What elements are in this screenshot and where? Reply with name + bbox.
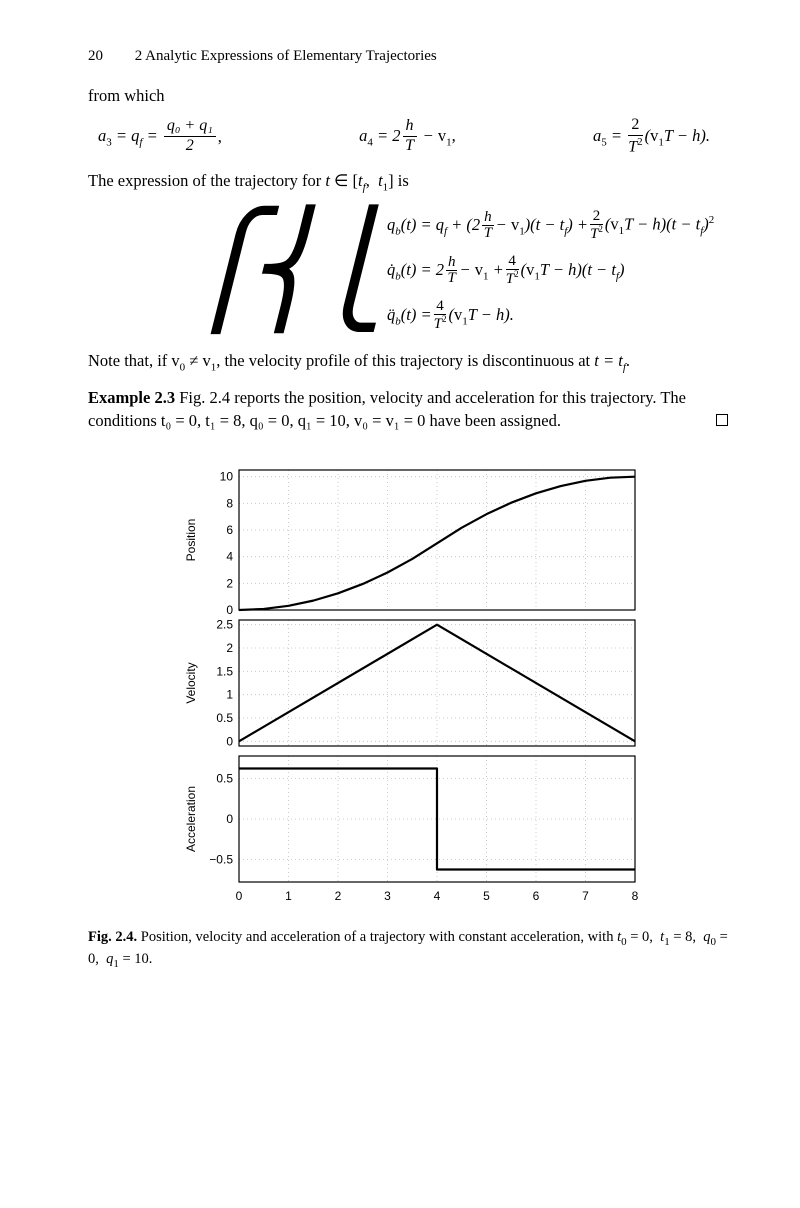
svg-text:−0.5: −0.5: [209, 852, 233, 866]
svg-text:6: 6: [533, 889, 540, 903]
equation-cases: ⎧ ⎨ ⎩ qb(t) = qf + (2 hT − v1)(t − tf) +…: [182, 203, 728, 338]
page-header: 20 2 Analytic Expressions of Elementary …: [88, 48, 728, 65]
svg-text:5: 5: [483, 889, 490, 903]
svg-text:10: 10: [220, 470, 234, 484]
svg-text:1: 1: [226, 688, 233, 702]
svg-text:6: 6: [226, 523, 233, 537]
text-from-which: from which: [88, 85, 728, 107]
svg-text:2.5: 2.5: [216, 618, 233, 632]
svg-text:2: 2: [335, 889, 342, 903]
svg-text:1.5: 1.5: [216, 664, 233, 678]
figure-2-4: 0246810Position00.511.522.5Velocity−0.50…: [175, 464, 641, 918]
svg-text:2: 2: [226, 641, 233, 655]
svg-text:1: 1: [285, 889, 292, 903]
svg-text:0: 0: [226, 734, 233, 748]
figure-caption: Fig. 2.4. Position, velocity and acceler…: [88, 928, 728, 971]
svg-text:3: 3: [384, 889, 391, 903]
svg-text:Position: Position: [184, 519, 198, 562]
svg-text:0.5: 0.5: [216, 772, 233, 786]
svg-text:Velocity: Velocity: [184, 662, 198, 703]
svg-text:2: 2: [226, 576, 233, 590]
example-paragraph: Example 2.3 Fig. 2.4 reports the positio…: [88, 387, 728, 432]
svg-text:4: 4: [226, 550, 233, 564]
svg-text:7: 7: [582, 889, 589, 903]
example-label: Example 2.3: [88, 388, 175, 407]
note-paragraph: Note that, if v0 ≠ v1, the velocity prof…: [88, 350, 728, 375]
svg-text:Acceleration: Acceleration: [184, 786, 198, 852]
page-number: 20: [88, 48, 103, 64]
svg-text:0: 0: [236, 889, 243, 903]
equation-a3-a4-a5: a3 = qf = q₀ + q₁2 , a4 = 2 hT − v1, a5 …: [88, 117, 728, 156]
svg-text:8: 8: [226, 496, 233, 510]
svg-text:4: 4: [434, 889, 441, 903]
text-expr-line: The expression of the trajectory for t ∈…: [88, 170, 728, 195]
chapter-title: 2 Analytic Expressions of Elementary Tra…: [135, 48, 437, 64]
svg-text:0: 0: [226, 812, 233, 826]
svg-text:8: 8: [632, 889, 639, 903]
svg-text:0: 0: [226, 603, 233, 617]
svg-text:0.5: 0.5: [216, 711, 233, 725]
qed-box: [716, 414, 728, 426]
example-body: Fig. 2.4 reports the position, velocity …: [88, 388, 686, 429]
